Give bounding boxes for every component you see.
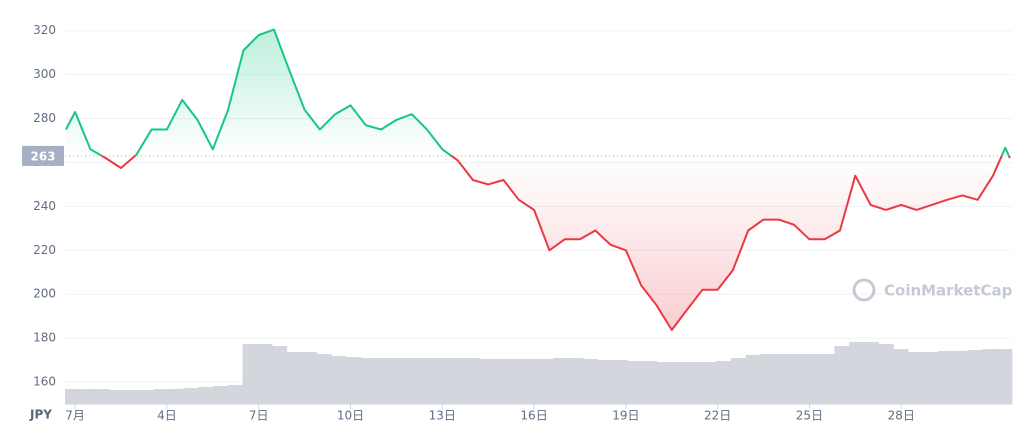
y-tick-label: 160 [33, 375, 56, 389]
x-tick-label: 28日 [888, 409, 915, 423]
volume-bar [553, 358, 569, 404]
volume-bar [523, 359, 539, 404]
volume-bar [908, 352, 924, 404]
y-tick-label: 320 [33, 23, 56, 37]
y-tick-label: 220 [33, 243, 56, 257]
x-tick-label: 7月 [65, 409, 85, 423]
watermark: CoinMarketCap [852, 278, 1013, 302]
volume-bar [923, 352, 939, 404]
volume-bar [538, 359, 554, 404]
volume-bar [242, 344, 258, 404]
volume-bar [286, 352, 303, 404]
volume-bar [316, 354, 332, 404]
volume-bar [138, 390, 155, 404]
y-tick-label: 240 [33, 199, 56, 213]
volume-bar [405, 358, 421, 404]
currency-label: JPY [29, 408, 52, 422]
volume-bar [952, 351, 968, 404]
volume-bar [582, 359, 598, 404]
volume-bar [479, 359, 495, 404]
volume-bar [508, 359, 525, 404]
volume-bar [834, 346, 850, 404]
volume-bar [153, 389, 169, 404]
volume-bar [94, 389, 110, 404]
y-tick-label: 200 [33, 287, 56, 301]
watermark-text: CoinMarketCap [884, 282, 1013, 300]
volume-bar [627, 361, 643, 404]
volume-bar [65, 389, 81, 404]
volume-bar [938, 351, 954, 404]
volume-bar [967, 350, 983, 404]
x-tick-label: 4日 [157, 409, 177, 423]
y-tick-label: 180 [33, 331, 56, 345]
volume-bar [183, 388, 199, 404]
y-tick-label: 300 [33, 67, 56, 81]
x-tick-label: 25日 [796, 409, 823, 423]
volume-bar [301, 352, 317, 404]
volume-bar [227, 385, 243, 404]
volume-bar [198, 387, 214, 404]
volume-bar [109, 390, 125, 404]
volume-bar [790, 354, 806, 404]
volume-bar [390, 358, 406, 404]
volume-bar [982, 349, 998, 404]
volume-bar [375, 358, 391, 404]
volume-bar [775, 354, 791, 404]
volume-bar [212, 386, 229, 404]
volume-bar [716, 361, 732, 404]
volume-bar [79, 389, 95, 404]
x-tick-label: 19日 [612, 409, 639, 423]
x-tick-label: 13日 [429, 409, 456, 423]
price-line [65, 28, 1011, 331]
volume-bar [360, 358, 377, 404]
volume-bar [494, 359, 510, 404]
baseline-label: 263 [30, 149, 55, 163]
volume-bar [612, 360, 628, 404]
volume-bar [878, 344, 894, 404]
volume-bar [819, 354, 835, 404]
volume-bar [671, 362, 687, 404]
volume-bar [257, 344, 273, 404]
volume-bar [642, 361, 658, 404]
volume-bar [420, 358, 436, 404]
volume-bar [597, 360, 613, 404]
volume-bar [745, 355, 761, 404]
volume-bar [331, 356, 347, 404]
volume-bar [730, 358, 746, 404]
volume-bar [434, 358, 451, 404]
volume-bar [804, 354, 820, 404]
watermark-logo [852, 278, 876, 302]
volume-bar [168, 389, 184, 404]
x-tick-label: 16日 [520, 409, 547, 423]
volume-bar [464, 358, 480, 404]
volume-bar [760, 354, 776, 404]
volume-bar [997, 349, 1013, 404]
volume-bar [656, 362, 672, 404]
volume-bar [568, 358, 584, 404]
baseline-label-bg [22, 145, 64, 166]
x-tick-label: 10日 [337, 409, 364, 423]
volume-bar [449, 358, 465, 404]
x-tick-label: 7日 [249, 409, 269, 423]
x-tick-label: 22日 [704, 409, 731, 423]
volume-bar [893, 349, 909, 404]
volume-bar [701, 362, 717, 404]
y-tick-label: 280 [33, 111, 56, 125]
volume-bar [124, 390, 140, 404]
volume-bar [864, 342, 880, 404]
volume-bar [346, 357, 362, 404]
volume-bar [272, 346, 288, 404]
volume-bar [849, 342, 865, 404]
volume-bar [686, 362, 702, 404]
